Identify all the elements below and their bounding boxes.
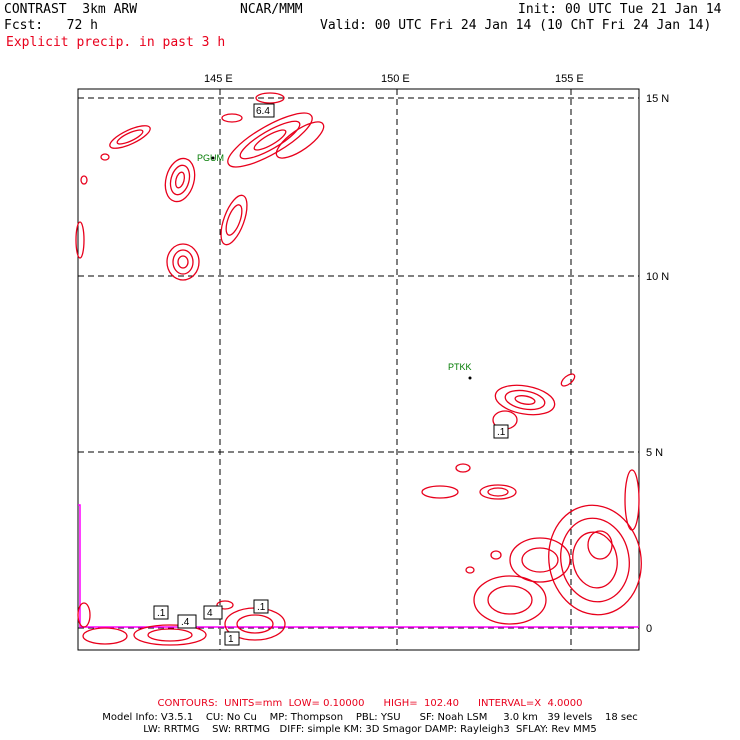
valid-time: Valid: 00 UTC Fri 24 Jan 14 (10 ChT Fri …: [320, 18, 712, 33]
graticule: [78, 89, 639, 650]
precip-contours: [75, 92, 642, 646]
model-info-line2: LW: RRTMG SW: RRTMG DIFF: simple KM: 3D …: [143, 724, 597, 735]
lat-label-5n: 5 N: [646, 447, 663, 459]
lon-label-150e: 150 E: [381, 73, 410, 85]
contour-label: 4: [207, 608, 213, 619]
forecast-hour: Fcst: 72 h: [4, 18, 98, 33]
station-marker: [468, 376, 472, 380]
lon-label-145e: 145 E: [204, 73, 233, 85]
model-info-line1: Model Info: V3.5.1 CU: No Cu MP: Thompso…: [102, 712, 638, 723]
contour-label: .1: [497, 427, 506, 438]
contour-info: CONTOURS: UNITS=mm LOW= 0.10000 HIGH= 10…: [157, 698, 583, 709]
lon-label-155e: 155 E: [555, 73, 584, 85]
station-ptkk: PTKK: [448, 362, 472, 372]
contour-label: .1: [157, 608, 166, 619]
field-title: Explicit precip. in past 3 h: [6, 35, 226, 50]
map-frame: [77, 88, 640, 651]
lat-label-10n: 10 N: [646, 271, 669, 283]
organization: NCAR/MMM: [240, 2, 303, 17]
contour-label: .4: [181, 617, 190, 628]
station-marker: [211, 156, 215, 160]
contour-label: .1: [257, 602, 266, 613]
contour-label: 6.4: [256, 106, 270, 117]
lat-label-15n: 15 N: [646, 93, 669, 105]
init-time: Init: 00 UTC Tue 21 Jan 14: [518, 2, 722, 17]
domain-boundary: [78, 504, 639, 628]
model-title: CONTRAST 3km ARW: [4, 2, 138, 17]
lat-label-0: 0: [646, 623, 652, 635]
contour-label: 1: [228, 634, 234, 645]
station-pgum: PGUM: [197, 153, 224, 163]
